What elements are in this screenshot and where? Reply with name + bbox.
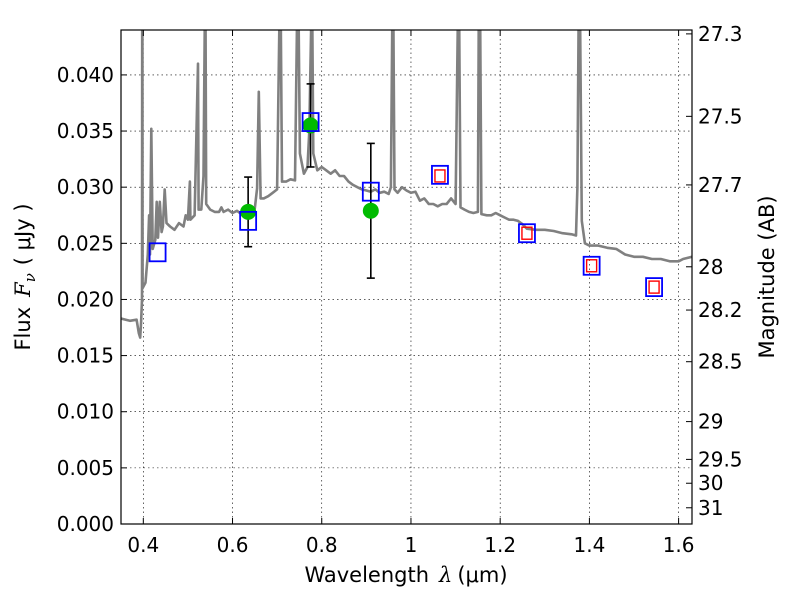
model-photometry-square <box>301 112 320 132</box>
y-tick-label: 0.040 <box>57 63 114 87</box>
axis-ticks: 0.4 0.6 0.8 1 1.2 1.4 1.6 0.000 0.005 0.010 0.015 0… <box>57 22 743 557</box>
x-tick-label: 1.6 <box>663 533 695 557</box>
predicted-square <box>648 280 660 294</box>
model-photometry-square <box>431 164 449 185</box>
y2-tick-label: 30 <box>698 471 723 495</box>
plot-data <box>121 30 692 339</box>
y2-tick-label: 27.7 <box>698 173 743 197</box>
y2-axis-title: Magnitude (AB) <box>755 195 779 358</box>
x-tick-label: 1.4 <box>573 533 605 557</box>
model-photometry-square <box>518 223 536 244</box>
y2-tick-label: 29.5 <box>698 447 743 471</box>
x-tick-label: 0.4 <box>127 533 159 557</box>
observed-point <box>302 117 319 134</box>
x-tick-label: 1 <box>405 533 418 557</box>
model-spectrum-line <box>121 30 692 339</box>
y-tick-label: 0.010 <box>57 400 114 424</box>
x-tick-label: 0.6 <box>217 533 249 557</box>
y-tick-label: 0.025 <box>57 231 114 255</box>
y2-tick-label: 31 <box>698 496 723 520</box>
observed-point <box>362 202 379 219</box>
plot-frame <box>120 29 693 525</box>
model-photometry-square <box>645 277 663 298</box>
x-tick-label: 1.2 <box>484 533 516 557</box>
predicted-square <box>585 259 598 273</box>
y-tick-label: 0.015 <box>57 344 114 368</box>
y-axis-title: FluxFν( μJy ) <box>11 203 39 350</box>
model-photometry-square <box>361 181 380 202</box>
predicted-square <box>521 226 533 240</box>
y2-tick-label: 27.3 <box>698 22 743 46</box>
y-tick-label: 0.035 <box>57 119 114 143</box>
y2-tick-label: 28 <box>698 255 723 279</box>
x-axis-title: Wavelength λ (μm) <box>304 563 507 587</box>
y-tick-label: 0.000 <box>57 512 114 536</box>
y2-tick-label: 28.2 <box>698 298 743 322</box>
x-tick-label: 0.8 <box>306 533 338 557</box>
y2-tick-label: 28.5 <box>698 350 743 374</box>
y2-tick-label: 27.5 <box>698 104 743 128</box>
y-tick-label: 0.030 <box>57 175 114 199</box>
y-tick-label: 0.005 <box>57 456 114 480</box>
y-tick-label: 0.020 <box>57 287 114 311</box>
y2-tick-label: 29 <box>698 410 723 434</box>
model-photometry-square <box>239 210 258 231</box>
model-photometry-square <box>148 242 167 263</box>
predicted-square <box>434 169 446 183</box>
model-photometry-square <box>582 255 601 276</box>
